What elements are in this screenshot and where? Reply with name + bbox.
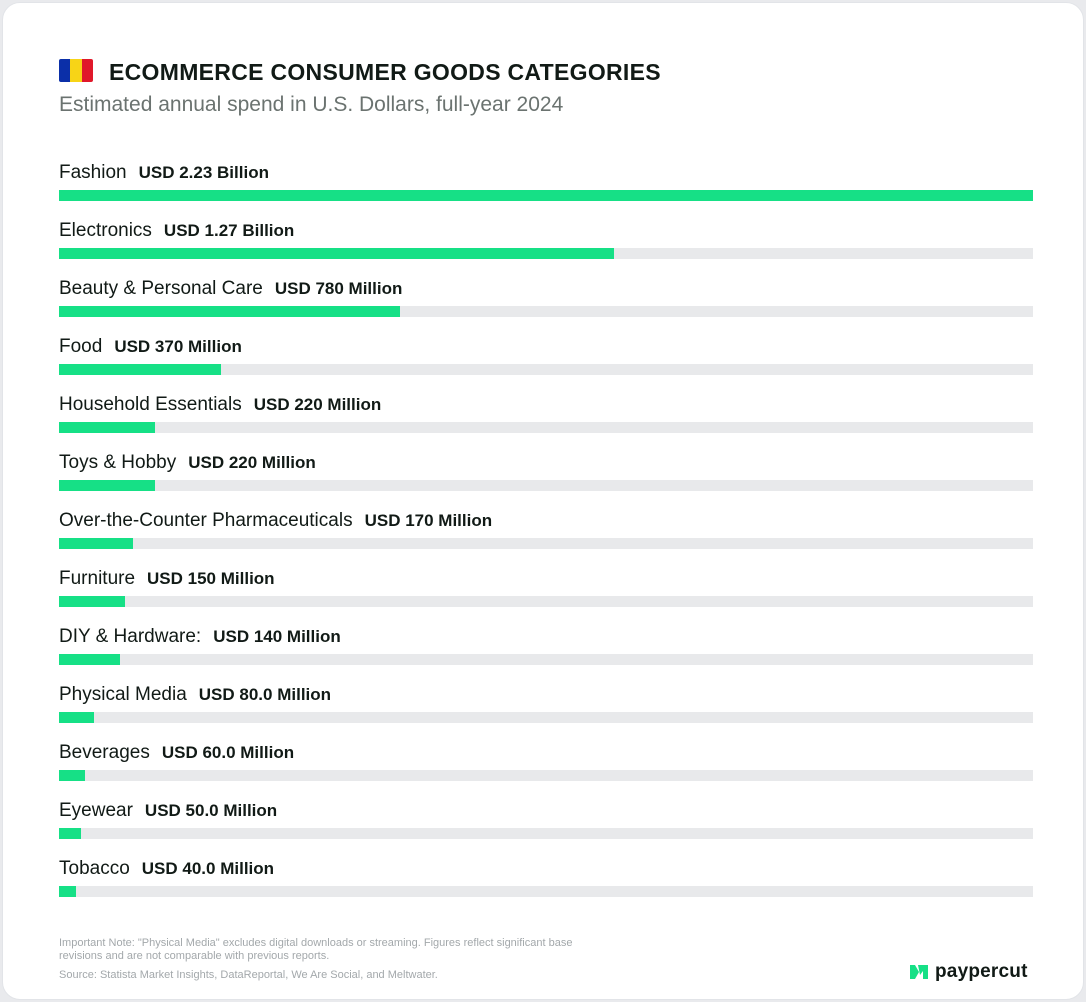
category-label: Beverages (59, 742, 150, 763)
bar-track (59, 248, 1033, 259)
bar (59, 654, 121, 665)
category-label: Electronics (59, 220, 152, 241)
bar-row: DIY & Hardware: USD 140 Million (59, 623, 1033, 681)
category-label: Household Essentials (59, 394, 242, 415)
category-label: Beauty & Personal Care (59, 278, 263, 299)
flag-stripe-blue (59, 59, 71, 82)
category-label: Fashion (59, 162, 127, 183)
bar-label: Food USD 370 Million (59, 335, 242, 359)
category-label: Food (59, 336, 103, 357)
value-label: USD 40.0 Million (141, 859, 275, 878)
bar (59, 886, 77, 897)
bar-label: Over-the-Counter Pharmaceuticals USD 170 … (59, 509, 492, 533)
chart-subtitle: Estimated annual spend in U.S. Dollars, … (59, 93, 564, 116)
bar-label: Fashion USD 2.23 Billion (59, 161, 269, 185)
chart-title: ECOMMERCE CONSUMER GOODS CATEGORIES (109, 59, 661, 85)
value-label: USD 80.0 Million (198, 685, 332, 704)
footer-note: Important Note: "Physical Media" exclude… (59, 937, 573, 962)
bar-label: Physical Media USD 80.0 Million (59, 683, 331, 707)
bar-track (59, 190, 1033, 201)
category-label: Physical Media (59, 684, 187, 705)
paypercut-logo-icon (910, 965, 928, 979)
bar-label: DIY & Hardware: USD 140 Million (59, 625, 341, 649)
bar-row: Physical Media USD 80.0 Million (59, 681, 1033, 739)
bar-track (59, 538, 1033, 549)
bar-track (59, 364, 1033, 375)
bar (59, 596, 125, 607)
bar-row: Household Essentials USD 220 Million (59, 391, 1033, 449)
category-label: Tobacco (59, 858, 130, 879)
bar-track (59, 596, 1033, 607)
bar (59, 248, 614, 259)
flag-stripe-red (81, 59, 93, 82)
flag-stripe-yellow (70, 59, 82, 82)
bar-chart: Fashion USD 2.23 Billion Electronics USD 1.… (59, 159, 1033, 913)
bar-track (59, 480, 1033, 491)
bar-row: Electronics USD 1.27 Billion (59, 217, 1033, 275)
value-label: USD 780 Million (274, 279, 403, 298)
bar-row: Over-the-Counter Pharmaceuticals USD 170 … (59, 507, 1033, 565)
bar (59, 828, 81, 839)
value-label: USD 170 Million (364, 511, 493, 530)
bar-label: Toys & Hobby USD 220 Million (59, 451, 316, 475)
bar-label: Beauty & Personal Care USD 780 Million (59, 277, 402, 301)
bar (59, 364, 221, 375)
bar (59, 480, 156, 491)
bar-row: Fashion USD 2.23 Billion (59, 159, 1033, 217)
value-label: USD 220 Million (188, 453, 316, 472)
bar-track (59, 422, 1033, 433)
bar-track (59, 306, 1033, 317)
value-label: USD 220 Million (253, 395, 382, 414)
bar (59, 190, 1033, 201)
bar (59, 306, 400, 317)
romania-flag-icon (59, 59, 93, 82)
bar (59, 712, 94, 723)
bar-row: Food USD 370 Million (59, 333, 1033, 391)
bar-row: Eyewear USD 50.0 Million (59, 797, 1033, 855)
bar-row: Tobacco USD 40.0 Million (59, 855, 1033, 913)
category-label: Furniture (59, 568, 136, 589)
value-label: USD 370 Million (114, 337, 242, 356)
bar-label: Electronics USD 1.27 Billion (59, 219, 294, 243)
bar-row: Beauty & Personal Care USD 780 Million (59, 275, 1033, 333)
value-label: USD 50.0 Million (144, 801, 278, 820)
bar-track (59, 654, 1033, 665)
category-label: Toys & Hobby (59, 452, 177, 473)
bar-label: Tobacco USD 40.0 Million (59, 857, 274, 881)
bar-track (59, 828, 1033, 839)
brand-name: paypercut (935, 961, 1028, 982)
bar-track (59, 712, 1033, 723)
category-label: Eyewear (59, 800, 133, 821)
bar-label: Beverages USD 60.0 Million (59, 741, 294, 765)
value-label: USD 60.0 Million (161, 743, 295, 762)
brand-logo: paypercut (909, 961, 1028, 983)
bar-row: Beverages USD 60.0 Million (59, 739, 1033, 797)
bar-label: Eyewear USD 50.0 Million (59, 799, 277, 823)
bar-track (59, 886, 1033, 897)
value-label: USD 140 Million (213, 627, 341, 646)
category-label: Over-the-Counter Pharmaceuticals (59, 510, 353, 531)
bar-track (59, 770, 1033, 781)
value-label: USD 150 Million (147, 569, 275, 588)
bar-label: Furniture USD 150 Million (59, 567, 275, 591)
value-label: USD 2.23 Billion (138, 163, 269, 182)
footer-source: Source: Statista Market Insights, DataRe… (59, 969, 438, 981)
bar (59, 422, 156, 433)
bar-row: Furniture USD 150 Million (59, 565, 1033, 623)
bar-row: Toys & Hobby USD 220 Million (59, 449, 1033, 507)
category-label: DIY & Hardware: (59, 626, 202, 647)
bar (59, 538, 134, 549)
bar (59, 770, 86, 781)
value-label: USD 1.27 Billion (163, 221, 295, 240)
bar-label: Household Essentials USD 220 Million (59, 393, 381, 417)
